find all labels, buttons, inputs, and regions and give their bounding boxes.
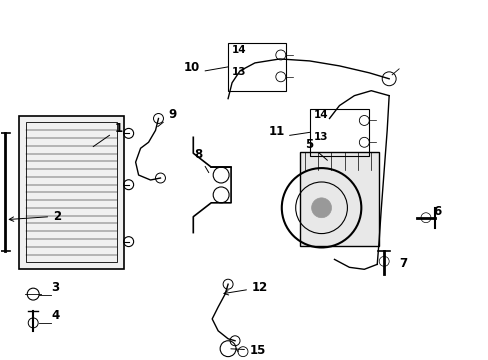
Bar <box>26 122 117 262</box>
Circle shape <box>311 198 331 218</box>
Text: 3: 3 <box>51 281 59 294</box>
Bar <box>227 43 285 91</box>
Text: 7: 7 <box>398 257 407 270</box>
Text: 8: 8 <box>194 148 208 173</box>
Text: 14: 14 <box>232 45 246 55</box>
Text: 11: 11 <box>268 125 284 138</box>
Text: 5: 5 <box>305 138 327 160</box>
Text: 15: 15 <box>230 344 266 357</box>
Text: 12: 12 <box>224 281 267 295</box>
Text: 1: 1 <box>93 122 122 147</box>
Text: 10: 10 <box>183 61 200 74</box>
Text: 9: 9 <box>157 108 176 127</box>
Bar <box>19 116 123 269</box>
Text: 13: 13 <box>313 132 327 142</box>
Text: 14: 14 <box>313 111 327 121</box>
Bar <box>309 109 368 156</box>
Text: 13: 13 <box>232 67 246 77</box>
Bar <box>299 152 379 247</box>
Text: 6: 6 <box>432 205 440 218</box>
Text: 2: 2 <box>9 210 61 223</box>
Text: 4: 4 <box>51 309 59 322</box>
